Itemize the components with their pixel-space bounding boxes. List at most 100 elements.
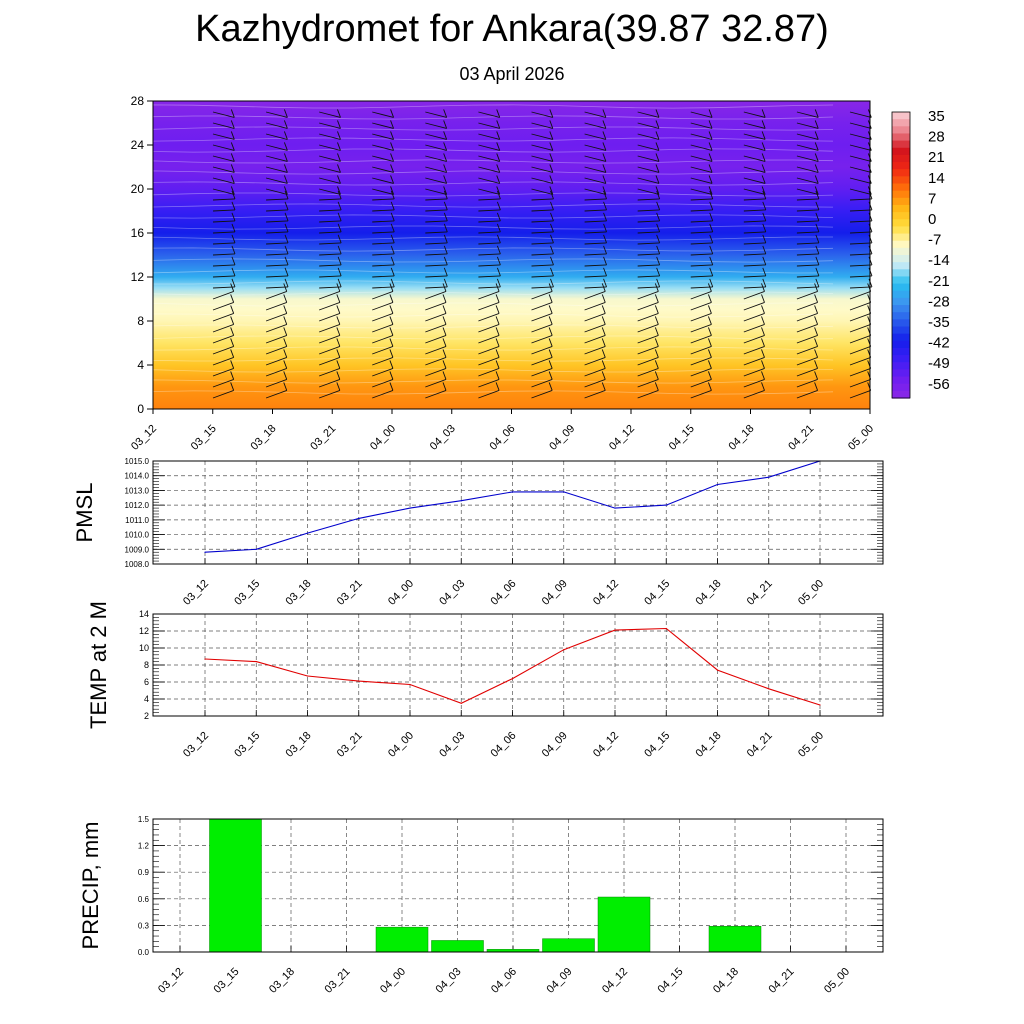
wind-barb-flag [709, 201, 714, 211]
wind-barb-flag [814, 294, 819, 303]
wind-barb [319, 231, 342, 234]
wind-barb [637, 209, 660, 212]
wind-barb-flag [761, 175, 766, 184]
wind-barb-flag [708, 186, 713, 195]
wind-barb [637, 198, 660, 201]
wind-barb-flag [707, 371, 712, 380]
wind-barb-flag [496, 212, 501, 222]
wind-barb [743, 390, 765, 399]
wind-barb-flag [389, 382, 394, 391]
wind-barb-flag [442, 360, 447, 369]
colorbar-label: -28 [928, 293, 950, 310]
wind-barb [372, 335, 394, 344]
wind-barb-flag [815, 190, 820, 200]
wind-barb-flag [496, 109, 501, 118]
wind-barb [531, 390, 553, 399]
wind-barb [372, 166, 394, 173]
wind-barb-flag [548, 305, 553, 314]
wind-barb [637, 253, 660, 256]
temp-2m-x-tick-label: 04_18 [694, 730, 724, 760]
wind-barb [265, 291, 287, 300]
wind-barb-flag [389, 316, 394, 325]
wind-barb-flag [761, 327, 765, 336]
wind-barb-flag [656, 201, 661, 211]
wind-barb-flag [548, 349, 553, 358]
wind-barb [796, 264, 819, 267]
wind-barb [212, 253, 235, 256]
wind-barb [319, 144, 341, 151]
wind-barb [425, 357, 447, 366]
wind-barb [212, 155, 235, 162]
wind-barb [796, 122, 819, 129]
wind-barb [531, 144, 553, 151]
wind-barb [212, 242, 235, 245]
temp-2m-point [563, 649, 565, 651]
wind-barb-flag [230, 316, 235, 325]
wind-barb [531, 198, 554, 201]
pmsl-x-tick-label: 04_03 [437, 578, 467, 608]
wind-barb-flag [442, 305, 447, 314]
heatmap-y-tick-label: 16 [131, 226, 145, 240]
contour-line [152, 137, 834, 142]
wind-barb-flag [656, 256, 661, 266]
wind-barb [690, 198, 713, 201]
wind-barb-flag [337, 245, 342, 255]
precip-frame [152, 818, 884, 953]
precip-y-axis-label: PRECIP, mm [78, 822, 103, 950]
wind-barb [796, 198, 819, 201]
pmsl-y-tick-label: 1015.0 [125, 457, 150, 466]
wind-barb-flag [548, 294, 553, 303]
wind-barb-flag [550, 245, 554, 255]
pmsl-point [460, 500, 462, 502]
heatmap-y-tick-label: 8 [137, 314, 144, 328]
wind-barb-flag [601, 338, 606, 347]
colorbar-label: -21 [928, 273, 950, 290]
wind-barb-flag [550, 256, 554, 266]
wind-barb [372, 368, 394, 377]
wind-barb-flag [654, 360, 659, 369]
wind-barb [531, 231, 554, 234]
wind-barb [584, 253, 607, 256]
wind-barb-flag [603, 267, 607, 277]
wind-barb [478, 122, 500, 129]
wind-barb-flag [389, 349, 394, 358]
wind-barb-flag [442, 327, 447, 336]
precip-y-tick-label: 0.6 [138, 895, 150, 904]
heatmap-y-tick-label: 12 [131, 270, 145, 284]
wind-barb [531, 302, 553, 311]
wind-barb [584, 231, 607, 234]
pmsl-point [614, 507, 616, 509]
wind-barb [425, 231, 448, 234]
wind-barb [690, 302, 712, 311]
wind-barb-flag [709, 234, 714, 244]
pmsl-y-tick-label: 1008.0 [125, 560, 150, 569]
wind-barb-flag [762, 190, 767, 200]
precip-x-tick-label: 04_06 [489, 966, 519, 996]
temp-2m-x-tick-label: 04_00 [386, 730, 416, 760]
colorbar-segment [892, 133, 910, 142]
wind-barb [425, 253, 448, 256]
colorbar-segment [892, 183, 910, 192]
wind-barb [690, 122, 713, 129]
wind-barb [531, 346, 553, 355]
wind-barb [425, 220, 448, 223]
wind-barb-flag [230, 142, 235, 151]
wind-barb-flag [496, 190, 501, 200]
wind-barb-flag [336, 316, 341, 325]
wind-barb-flag [709, 267, 714, 277]
wind-barb-flag [283, 164, 288, 173]
colorbar-label: -35 [928, 314, 950, 331]
precip-y-tick-label: 0.9 [138, 868, 150, 877]
colorbar-segment [892, 247, 910, 256]
contour-line [152, 357, 834, 362]
wind-barb-flag [761, 294, 765, 303]
colorbar-segment [892, 362, 910, 370]
wind-barb [478, 155, 500, 162]
colorbar-label: 35 [928, 108, 945, 125]
wind-barb-flag [656, 245, 661, 255]
wind-barb [265, 390, 287, 399]
heatmap-x-tick-label: 04_00 [368, 423, 398, 453]
wind-barb [319, 253, 342, 256]
wind-barb-flag [337, 223, 342, 233]
precip-bar [708, 926, 762, 953]
